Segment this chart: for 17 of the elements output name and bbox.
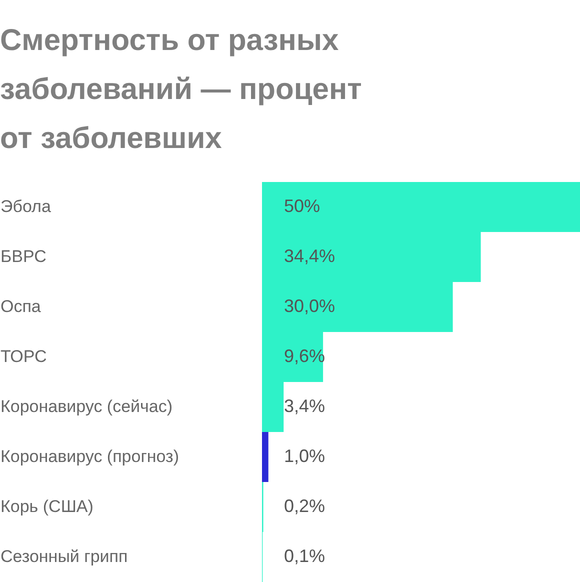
data-label: 50%: [284, 196, 320, 216]
y-tick-label: Корь (США): [0, 497, 94, 516]
data-label: 1,0%: [284, 446, 326, 466]
y-tick-label: Коронавирус (прогноз): [0, 447, 180, 466]
data-label: 30,0%: [284, 296, 336, 316]
y-tick-label: Коронавирус (сейчас): [0, 397, 173, 416]
y-tick-label: Эбола: [0, 197, 52, 216]
bar: [262, 432, 268, 482]
y-tick-label: БВРС: [0, 247, 46, 266]
data-label: 0,1%: [284, 546, 326, 566]
chart-title: Смертность от разных заболеваний — процент от заболевших: [0, 24, 362, 155]
y-tick-label: Оспа: [0, 297, 42, 316]
data-label: 34,4%: [284, 246, 336, 266]
data-label: 3,4%: [284, 396, 326, 416]
y-tick-label: ТОРС: [0, 347, 47, 366]
y-tick-label: Сезонный грипп: [0, 547, 128, 566]
data-label: 0,2%: [284, 496, 326, 516]
